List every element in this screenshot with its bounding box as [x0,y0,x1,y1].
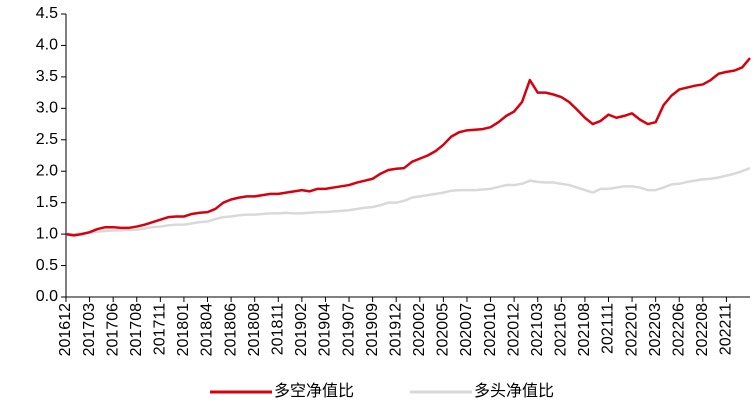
x-tick-label: 202111 [600,303,617,354]
y-tick-label: 1.5 [36,194,58,211]
x-tick-label: 201909 [364,303,381,356]
x-tick-label: 201711 [152,303,169,355]
x-tick-label: 201708 [128,303,145,356]
legend-label: 多头净值比 [474,382,554,400]
x-tick-label: 202005 [435,303,452,356]
x-tick-label: 201808 [246,303,263,356]
y-tick-label: 2.5 [36,131,58,148]
x-tick-label: 202002 [411,303,428,356]
y-tick-label: 2.0 [36,162,58,179]
x-tick-label: 202203 [647,303,664,356]
series-line [65,57,751,237]
y-tick-label: 1.0 [36,225,58,242]
x-tick-label: 201904 [317,303,334,356]
x-tick-label: 202012 [505,303,522,356]
series-line [66,166,751,236]
x-tick-label: 202208 [694,303,711,356]
x-tick-label: 201703 [81,303,98,356]
x-tick-label: 202211 [718,303,735,355]
x-tick-label: 201801 [175,303,192,356]
y-tick-label: 3.5 [36,68,58,85]
x-tick-label: 201811 [269,303,286,355]
x-tick-label: 202201 [623,303,640,356]
y-tick-label: 4.0 [36,37,58,54]
x-tick-label: 201912 [387,303,404,356]
x-tick-label: 201804 [199,303,216,356]
x-tick-label: 202105 [553,303,570,356]
y-tick-label: 0.0 [36,288,58,305]
y-tick-label: 4.5 [36,5,58,22]
x-tick-label: 202206 [670,303,687,356]
x-tick-label: 202010 [482,303,499,356]
x-tick-label: 201806 [222,303,239,356]
x-tick-label: 201706 [104,303,121,356]
x-tick-label: 201907 [340,303,357,356]
y-tick-label: 0.5 [36,257,58,274]
legend-label: 多空净值比 [274,382,354,400]
y-tick-label: 3.0 [36,100,58,117]
x-tick-label: 202108 [576,303,593,356]
x-tick-label: 201612 [57,303,74,356]
x-tick-label: 202007 [458,303,475,356]
x-tick-label: 201902 [293,303,310,356]
x-tick-label: 202103 [529,303,546,356]
